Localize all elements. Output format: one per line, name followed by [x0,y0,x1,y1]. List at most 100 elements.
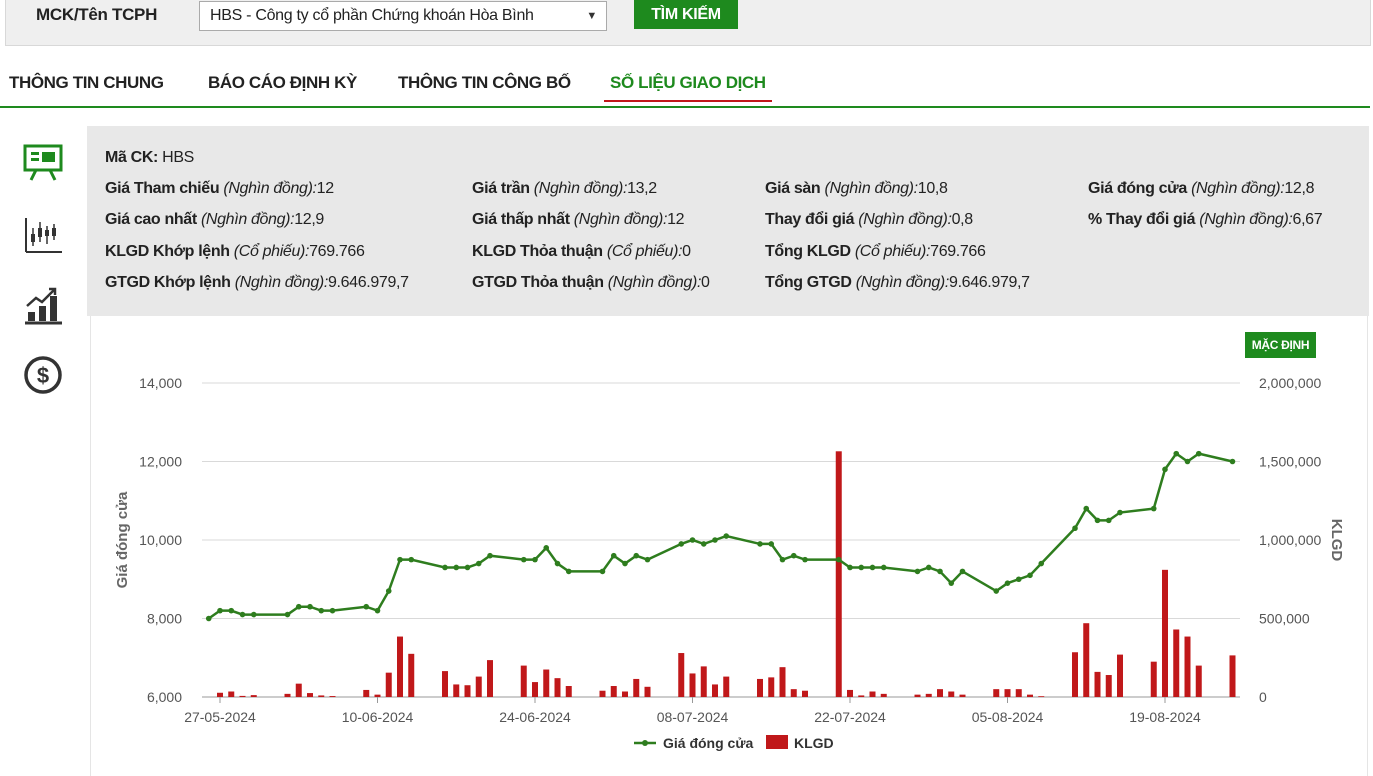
price-point [1117,509,1123,516]
volume-bar [1117,654,1123,697]
volume-bar [520,665,527,697]
volume-bar [295,683,302,697]
info-gia-dong-cua: Giá đóng cửa (Nghìn đồng):12,8 [1088,180,1315,197]
price-point [700,541,707,547]
volume-bar [757,678,763,697]
x-tick-label: 19-08-2024 [1129,709,1201,725]
y-left-tick-label: 10,000 [139,532,182,548]
volume-bar [487,660,493,697]
price-point [689,537,696,543]
price-point [284,611,291,618]
volume-bar [622,691,628,697]
y-left-axis-title: Giá đóng cửa [114,491,131,588]
tab-so-lieu-giao-dich[interactable]: SỐ LIỆU GIAO DỊCH [604,73,772,102]
price-point [858,564,865,571]
stock-select[interactable]: HBS - Công ty cổ phần Chứng khoán Hòa Bì… [199,1,607,31]
volume-bar [1173,629,1180,697]
price-point [475,560,482,567]
price-point [385,588,392,594]
price-point [1162,466,1168,473]
volume-bar [453,684,460,697]
volume-bar [768,677,775,697]
candlestick-chart-icon[interactable] [22,214,64,256]
volume-bar [1094,671,1101,697]
price-point [442,564,448,571]
price-point [217,607,223,614]
stock-info-panel: Mã CK: HBS Giá Tham chiếu (Nghìn đồng):1… [87,126,1369,316]
volume-bar [723,676,730,697]
price-point [374,607,381,614]
chart-container [90,316,1368,776]
price-point [802,556,808,563]
presentation-board-icon[interactable] [22,142,64,184]
y-right-tick-label: 0 [1259,689,1267,705]
dropdown-arrow-icon[interactable]: ▼ [586,10,597,22]
volume-bar [802,690,808,697]
price-point [869,564,876,571]
volume-bar [239,695,246,697]
volume-bar [408,653,415,697]
info-gia-tran: Giá trần (Nghìn đồng):13,2 [472,180,657,197]
y-left-tick-label: 12,000 [139,454,182,470]
volume-bar [1083,623,1090,697]
price-point [1083,505,1090,512]
price-line [208,451,1233,620]
price-point [329,607,336,614]
volume-bar [1105,675,1112,697]
x-tick-label: 05-08-2024 [972,709,1044,725]
x-tick-label: 22-07-2024 [814,709,886,725]
info-thay-doi-gia: Thay đổi giá (Nghìn đồng):0,8 [765,211,973,228]
volume-bar [532,682,538,697]
price-point [633,552,640,559]
volume-bar [678,653,685,697]
search-button[interactable]: TÌM KIẾM [634,0,738,29]
price-point [397,556,403,563]
svg-text:$: $ [37,363,49,388]
volume-bar [1195,665,1202,697]
price-point [295,603,302,610]
price-point [239,611,246,618]
y-left-tick-label: 6,000 [147,689,182,705]
volume-bar [1150,661,1157,697]
price-point [228,607,235,614]
y-right-axis-title: KLGD [1328,519,1345,562]
legend-label-price: Giá đóng cửa [663,735,753,751]
price-point [1027,572,1033,579]
volume-bar [847,689,853,697]
bar-growth-chart-icon[interactable] [22,284,64,326]
volume-bar [385,672,392,697]
price-point [847,564,853,571]
legend-line-marker [642,740,648,746]
price-point [993,588,1000,594]
volume-bar [993,689,1000,697]
y-right-tick-label: 1,000,000 [1259,532,1321,548]
dollar-coin-icon[interactable]: $ [22,354,64,396]
tab-bao-cao-dinh-ky[interactable]: BÁO CÁO ĐỊNH KỲ [208,73,357,92]
volume-bar [937,689,943,697]
tab-thong-tin-chung[interactable]: THÔNG TIN CHUNG [9,73,164,92]
volume-bar [329,696,336,697]
x-tick-label: 10-06-2024 [342,709,414,725]
volume-bar [835,451,842,697]
y-left-tick-label: 8,000 [147,611,182,627]
volume-bar [925,693,932,697]
price-point [250,611,257,618]
legend-bar-swatch [766,735,788,749]
volume-bar [565,686,572,697]
volume-bar [1015,689,1022,697]
price-point [1105,517,1112,524]
volume-bar [318,695,325,697]
info-tong-gtgd: Tổng GTGD (Nghìn đồng):9.646.979,7 [765,274,1030,291]
info-pct-thay-doi: % Thay đổi giá (Nghìn đồng):6,67 [1088,211,1323,228]
info-gia-san: Giá sàn (Nghìn đồng):10,8 [765,180,948,197]
volume-bar [363,689,370,697]
volume-bar [1229,655,1236,697]
price-point [914,568,921,575]
price-point [543,545,550,551]
tab-thong-tin-cong-bo[interactable]: THÔNG TIN CÔNG BỐ [398,73,571,92]
volume-bar [1162,569,1168,697]
volume-bar [689,673,696,697]
stock-select-value: HBS - Công ty cổ phần Chứng khoán Hòa Bì… [210,7,534,24]
default-view-button[interactable]: MẶC ĐỊNH [1245,332,1316,358]
y-left-tick-label: 14,000 [139,375,182,391]
